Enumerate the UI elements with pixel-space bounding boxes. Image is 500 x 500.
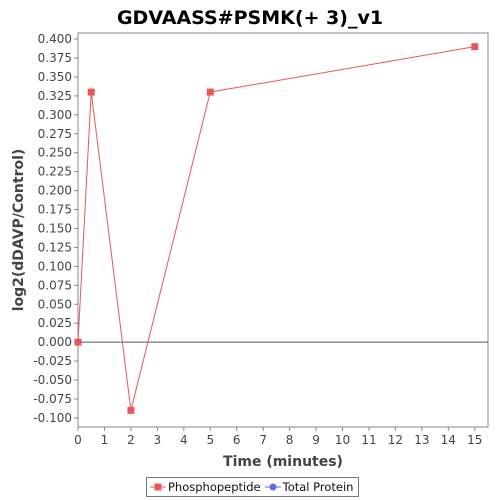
x-tick-label: 8 [286, 433, 294, 447]
y-tick-label: 0.175 [38, 203, 72, 217]
data-point [74, 338, 82, 346]
legend: Phosphopeptide Total Protein [146, 477, 360, 497]
x-axis: 0 1 2 3 4 5 6 7 8 9 10 11 12 13 14 15 [74, 427, 482, 447]
x-axis-label: Time (minutes) [223, 454, 343, 470]
y-tick-label: 0.225 [38, 165, 72, 179]
legend-label-phosphopeptide: Phosphopeptide [168, 480, 261, 494]
y-tick-label: 0.200 [38, 184, 72, 198]
y-tick-label: 0.250 [38, 146, 72, 160]
y-tick-label: 0.075 [38, 278, 72, 292]
x-tick-label: 10 [335, 433, 350, 447]
series-layer [74, 43, 479, 414]
x-tick-label: 11 [361, 433, 376, 447]
y-tick-label: 0.150 [38, 221, 72, 235]
legend-label-total-protein: Total Protein [282, 480, 354, 494]
x-tick-label: 15 [467, 433, 482, 447]
x-tick-label: 12 [388, 433, 403, 447]
y-tick-label: 0.025 [38, 316, 72, 330]
y-tick-label: -0.050 [33, 373, 72, 387]
y-axis: 0.400 0.375 0.350 0.325 0.300 0.275 0.250 0.225… [33, 32, 78, 425]
x-tick-label: 9 [312, 433, 320, 447]
legend-item-total-protein: Total Protein [264, 480, 354, 494]
y-tick-label: -0.025 [33, 354, 72, 368]
y-axis-label: log2(dDAVP/Control) [11, 149, 27, 312]
y-tick-label: 0.350 [38, 70, 72, 84]
y-tick-label: 0.275 [38, 127, 72, 141]
square-marker-icon [150, 483, 166, 491]
y-tick-label: -0.100 [33, 411, 72, 425]
plot-area [77, 32, 489, 428]
x-tick-label: 2 [127, 433, 135, 447]
x-tick-label: 13 [414, 433, 429, 447]
y-tick-label: -0.075 [33, 392, 72, 406]
x-tick-label: 0 [74, 433, 82, 447]
x-tick-label: 1 [101, 433, 109, 447]
x-tick-label: 5 [206, 433, 214, 447]
data-point [471, 43, 479, 51]
y-tick-label: 0.325 [38, 89, 72, 103]
data-point [127, 406, 135, 414]
circle-marker-icon [264, 483, 281, 491]
y-tick-label: 0.000 [38, 335, 72, 349]
data-point [206, 88, 214, 96]
x-tick-label: 4 [180, 433, 188, 447]
data-point [87, 88, 95, 96]
x-tick-label: 3 [154, 433, 162, 447]
chart-title: GDVAASS#PSMK(+ 3)_v1 [117, 7, 383, 29]
y-tick-label: 0.100 [38, 259, 72, 273]
x-tick-label: 6 [233, 433, 241, 447]
x-tick-label: 7 [259, 433, 267, 447]
y-tick-label: 0.400 [38, 32, 72, 46]
x-tick-label: 14 [441, 433, 456, 447]
y-tick-label: 0.300 [38, 108, 72, 122]
y-tick-label: 0.050 [38, 297, 72, 311]
legend-item-phosphopeptide: Phosphopeptide [150, 480, 261, 494]
y-tick-label: 0.125 [38, 240, 72, 254]
y-tick-label: 0.375 [38, 51, 72, 65]
